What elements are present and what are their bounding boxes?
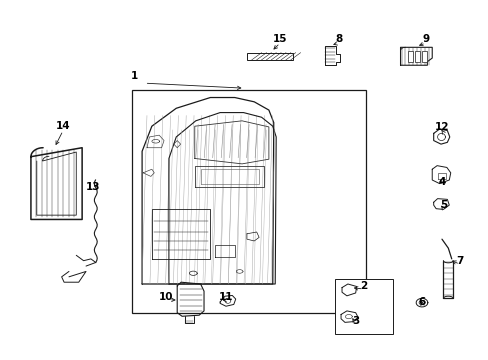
Text: 14: 14 [56, 121, 70, 131]
Text: 6: 6 [418, 297, 425, 307]
Text: 7: 7 [455, 256, 463, 266]
Text: 10: 10 [159, 292, 173, 302]
Bar [132, 90, 366, 313]
Text: 15: 15 [272, 34, 287, 44]
Text: 13: 13 [86, 182, 101, 192]
Bar [414, 51, 419, 62]
Bar [334, 279, 392, 334]
Text: 9: 9 [422, 34, 428, 44]
Text: 8: 8 [334, 34, 342, 44]
Text: 12: 12 [434, 122, 448, 132]
Text: 5: 5 [439, 200, 446, 210]
Text: 4: 4 [437, 177, 445, 187]
Text: 2: 2 [360, 281, 367, 291]
Bar [422, 51, 427, 62]
Text: 1: 1 [131, 71, 138, 81]
Text: 3: 3 [351, 316, 359, 325]
Bar [407, 51, 412, 62]
Text: 11: 11 [219, 292, 233, 302]
Bar [246, 53, 293, 60]
